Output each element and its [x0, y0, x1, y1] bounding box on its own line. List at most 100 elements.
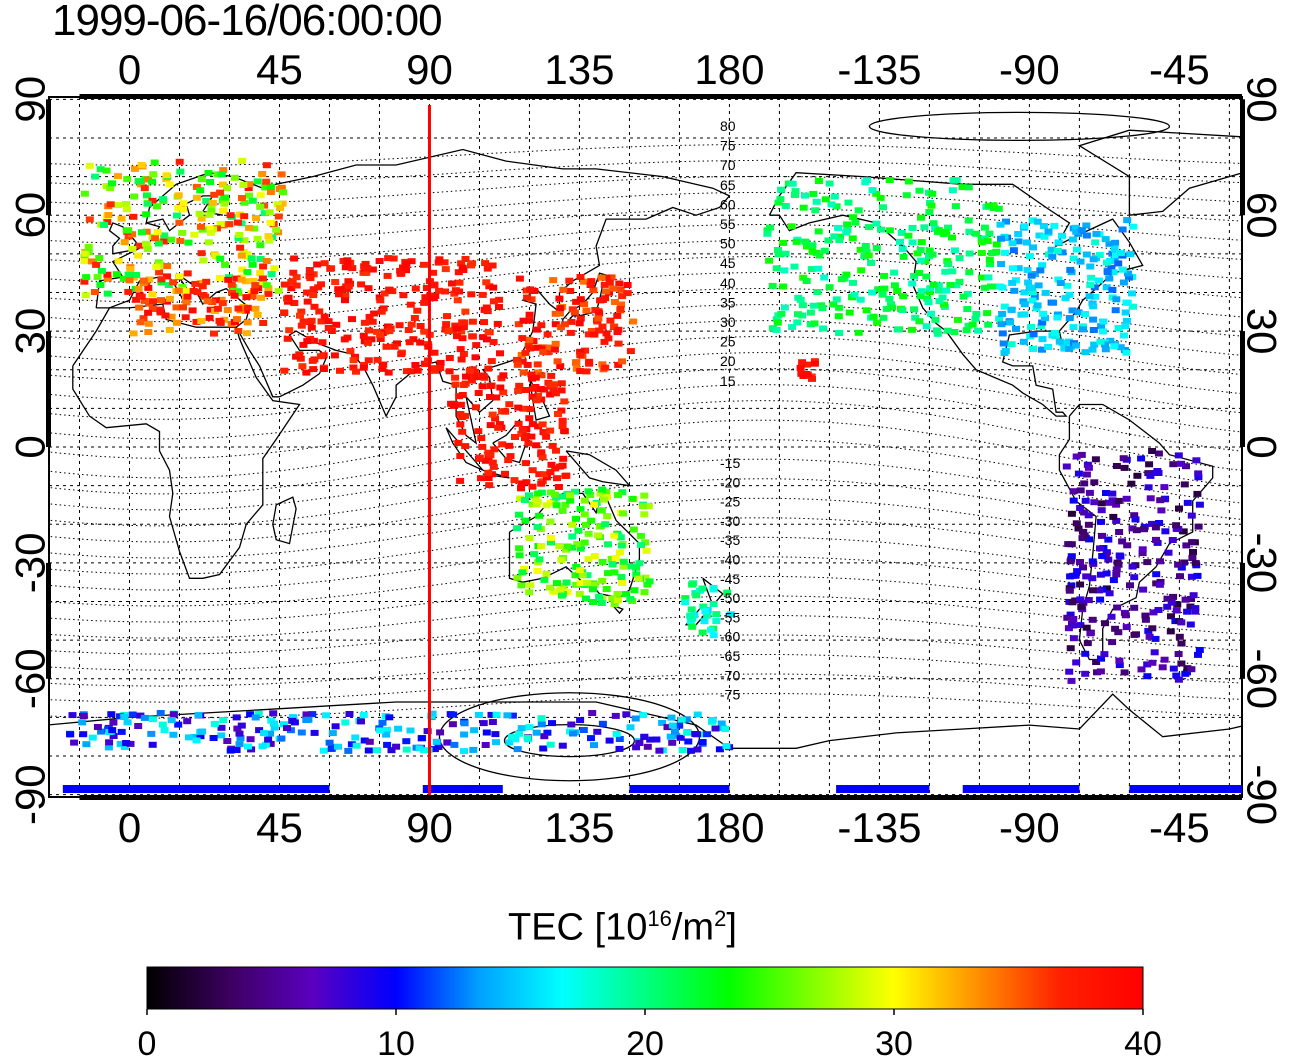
- tec-cell: [103, 275, 112, 282]
- tec-cell: [474, 428, 483, 435]
- tec-cell: [1117, 250, 1125, 257]
- tec-cell: [658, 719, 667, 726]
- tec-cell: [81, 292, 90, 299]
- tec-cell: [1038, 319, 1047, 326]
- tec-cell: [202, 278, 211, 285]
- tec-cell: [521, 460, 530, 467]
- tec-cell: [1069, 255, 1078, 262]
- tec-cell: [630, 587, 639, 594]
- tec-cell: [796, 364, 805, 371]
- tec-cell: [482, 279, 491, 286]
- tec-cell: [835, 237, 844, 243]
- tec-cell: [435, 256, 444, 263]
- tec-cell: [80, 258, 89, 265]
- tec-cell: [379, 361, 388, 368]
- tec-cell: [1191, 608, 1200, 615]
- tec-cell: [876, 194, 885, 201]
- tec-cell: [547, 539, 555, 546]
- tec-cell: [262, 258, 271, 264]
- tec-cell: [867, 260, 876, 266]
- tec-cell: [808, 242, 817, 249]
- axis-tick-labels: 0045459090135135180180-135-135-90-90-45-…: [7, 46, 1286, 851]
- tec-cell: [185, 734, 193, 741]
- tec-cell: [579, 727, 588, 733]
- tec-cell: [385, 714, 394, 721]
- colorbar-title-exponent2: 2: [714, 906, 727, 931]
- tec-cell: [974, 327, 983, 334]
- tec-cell: [140, 714, 149, 721]
- tec-cell: [709, 584, 718, 591]
- tec-cell: [1007, 306, 1016, 313]
- tec-cell: [454, 269, 463, 276]
- tec-cell: [526, 406, 535, 413]
- tec-cell: [611, 299, 619, 305]
- tec-cell: [546, 584, 554, 591]
- tec-cell: [1096, 596, 1105, 603]
- tec-cell: [523, 361, 532, 368]
- tec-cell: [80, 190, 89, 197]
- tec-cell: [513, 746, 522, 753]
- tec-cell: [359, 712, 368, 718]
- tec-cell: [441, 266, 450, 273]
- tec-cell: [824, 237, 833, 244]
- tec-cell: [430, 349, 439, 356]
- tec-cell: [582, 307, 591, 314]
- tec-cell: [587, 735, 595, 742]
- tec-cell: [829, 301, 838, 308]
- tec-cell: [147, 730, 156, 737]
- y-tick-left: 30: [7, 308, 54, 355]
- tec-cell: [197, 250, 206, 257]
- tec-cell: [461, 412, 469, 419]
- tec-cell: [239, 304, 248, 310]
- tec-cell: [514, 387, 523, 394]
- tec-cell: [597, 274, 606, 281]
- tec-cell: [233, 219, 242, 226]
- tec-cell: [1148, 625, 1157, 632]
- tec-cell: [1194, 523, 1203, 530]
- tec-cell: [393, 340, 401, 347]
- tec-cell: [251, 714, 260, 721]
- tec-cell: [1158, 664, 1167, 671]
- tec-cell: [153, 229, 162, 236]
- tec-cell: [523, 294, 532, 301]
- frame-bar-bottom: [1129, 795, 1242, 800]
- tec-cell: [1194, 470, 1203, 477]
- tec-cell: [1078, 535, 1087, 542]
- tec-cell: [1069, 497, 1078, 504]
- tec-cell: [104, 212, 113, 218]
- tec-cell: [68, 712, 77, 719]
- tec-cell: [574, 527, 583, 534]
- tec-cell: [90, 289, 99, 295]
- tec-cell: [1123, 217, 1132, 224]
- tec-cell: [860, 253, 869, 260]
- tec-cell: [1071, 224, 1080, 231]
- tec-cell: [204, 170, 213, 176]
- tec-cell: [1065, 315, 1074, 321]
- tec-cell: [988, 283, 997, 290]
- tec-cell: [163, 273, 171, 280]
- tec-cell: [430, 365, 439, 372]
- tec-cell: [566, 288, 575, 294]
- contour-label: -55: [720, 609, 740, 625]
- tec-cell: [908, 224, 917, 231]
- tec-cell: [140, 297, 149, 304]
- tec-cell: [1030, 294, 1039, 301]
- tec-cell: [453, 333, 461, 340]
- tec-cell: [352, 368, 360, 375]
- tec-cell: [555, 295, 564, 302]
- tec-cell: [404, 327, 413, 333]
- x-tick-top: 90: [406, 46, 453, 93]
- tec-cell: [530, 551, 539, 558]
- tec-cell: [234, 328, 243, 334]
- tec-cell: [726, 611, 735, 618]
- tec-cell: [93, 274, 102, 281]
- tec-cell: [482, 304, 491, 311]
- tec-cell: [575, 320, 584, 327]
- x-tick-top: 0: [118, 46, 141, 93]
- tec-cell: [1002, 218, 1010, 225]
- tec-cell: [120, 239, 129, 246]
- tec-cell: [998, 330, 1007, 337]
- tec-cell: [275, 186, 284, 192]
- tec-cell: [524, 440, 533, 447]
